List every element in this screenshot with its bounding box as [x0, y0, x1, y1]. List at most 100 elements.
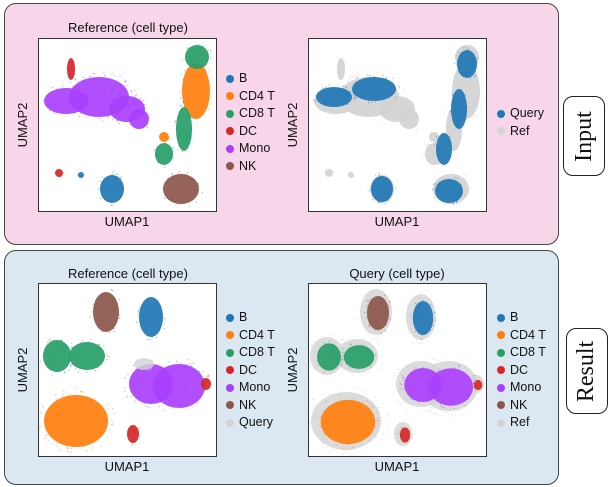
cluster-cd4t	[44, 395, 108, 447]
cluster-cd8t-point	[340, 364, 343, 366]
cluster-cd8t-point	[68, 369, 70, 371]
query-cluster-point	[367, 75, 369, 77]
cluster-cd4t-point	[161, 133, 164, 136]
ref-cluster-point	[417, 333, 419, 335]
cluster-mono-point	[444, 403, 446, 405]
ref-cluster-point	[403, 320, 406, 322]
cluster-cd8t-point	[178, 145, 180, 147]
cluster-mono-point	[154, 375, 156, 377]
query-cluster-point	[462, 74, 464, 76]
ref-cluster-point	[371, 114, 373, 116]
cluster-mono-point	[184, 366, 186, 369]
cluster-nk-point	[380, 301, 382, 304]
ref-cluster-point	[399, 101, 401, 103]
cluster-cd4t-point	[192, 79, 195, 81]
query-cluster-point	[342, 102, 344, 104]
query-cluster	[457, 50, 477, 78]
cluster-cd8t-point	[171, 155, 173, 157]
cluster-mono-point	[104, 74, 106, 77]
query-cluster-point	[350, 98, 352, 100]
query-cluster-point	[385, 77, 387, 79]
query-cluster-point	[312, 99, 314, 101]
ref-cluster-point	[449, 121, 452, 123]
cluster-cd4t-point	[353, 410, 356, 412]
cluster-cd4t-point	[75, 426, 77, 428]
cluster-mono-point	[136, 108, 138, 111]
ref-cluster-point	[341, 342, 343, 344]
cluster-mono-point	[140, 396, 142, 398]
query-cluster-point	[370, 96, 373, 98]
cluster-cd8t-point	[164, 166, 166, 169]
cluster-b-point	[117, 174, 119, 176]
cluster-mono-point	[444, 371, 446, 373]
ref-cluster-point	[429, 410, 431, 413]
cluster-cd8t-point	[155, 148, 157, 151]
ref-cluster-point	[329, 174, 331, 176]
query-cluster-point	[344, 100, 346, 102]
cluster-cd4t-point	[109, 429, 111, 431]
cluster-nk-point	[103, 319, 105, 321]
ref-cluster-point	[311, 361, 313, 363]
legend-dataset: Query Ref	[497, 105, 544, 140]
ref-cluster-point	[356, 319, 358, 321]
cluster-cd8t-point	[90, 350, 92, 353]
cluster-cd4t-point	[376, 411, 379, 413]
ref-cluster-point	[464, 193, 466, 195]
ref-cluster-point	[315, 420, 317, 422]
cluster-cd4t-point	[60, 415, 62, 417]
cluster-cd8t-point	[58, 346, 61, 349]
query-cluster-point	[446, 145, 448, 147]
ref-cluster-point	[367, 332, 369, 334]
cluster-cd8t-point	[99, 347, 101, 349]
cluster-cd8t-point	[190, 135, 192, 137]
query-cluster-point	[461, 66, 463, 68]
cluster-dc	[399, 427, 411, 443]
query-cluster-point	[146, 364, 149, 366]
ref-cluster-point	[403, 398, 405, 400]
ref-cluster-point	[325, 85, 327, 87]
cluster-cd4t-point	[59, 413, 62, 415]
cluster-mono-point	[145, 388, 147, 390]
ref-cluster-point	[398, 422, 401, 424]
cluster-cd4t-point	[59, 422, 62, 424]
ref-cluster-point	[337, 67, 340, 69]
legend-marker	[226, 92, 234, 101]
ref-cluster-point	[374, 290, 376, 292]
cluster-cd4t-point	[332, 421, 334, 423]
cluster-mono-point	[135, 370, 137, 372]
ref-cluster-point	[380, 331, 383, 333]
cluster-mono-point	[458, 365, 461, 367]
cluster-cd8t-point	[167, 149, 169, 151]
cluster-cd8t-point	[345, 362, 347, 364]
ref-cluster-point	[341, 369, 343, 371]
ref-cluster-point	[379, 291, 381, 293]
query-cluster-point	[437, 163, 439, 165]
cluster-mono-point	[160, 397, 163, 400]
cluster-dc-point	[473, 386, 476, 388]
cluster-cd4t-point	[335, 437, 338, 440]
ref-cluster-point	[319, 448, 321, 450]
cluster-mono-point	[207, 374, 209, 376]
cluster-mono-point	[183, 366, 185, 368]
cluster-mono-point	[73, 113, 75, 115]
ref-cluster-point	[314, 398, 316, 400]
cluster-cd4t-point	[196, 75, 198, 77]
cluster-b-point	[161, 320, 164, 322]
cluster-cd4t-point	[78, 437, 80, 439]
cluster-cd4t-point	[63, 390, 65, 393]
cluster-cd8t-point	[71, 346, 73, 348]
query-cluster-point	[449, 135, 452, 137]
cluster-mono-point	[144, 103, 146, 106]
cluster-cd8t-point	[324, 361, 326, 363]
cluster-b-point	[97, 188, 99, 190]
cluster-cd4t-point	[367, 405, 369, 407]
cluster-cd4t-point	[344, 404, 347, 406]
legend-marker	[497, 127, 505, 136]
cluster-cd4t-point	[69, 441, 71, 443]
cluster-cd4t-point	[190, 97, 192, 100]
query-cluster-point	[361, 82, 363, 84]
query-cluster-point	[359, 90, 361, 92]
query-cluster-point	[455, 63, 458, 65]
ref-cluster-point	[452, 366, 454, 368]
cluster-b-point	[118, 190, 120, 192]
